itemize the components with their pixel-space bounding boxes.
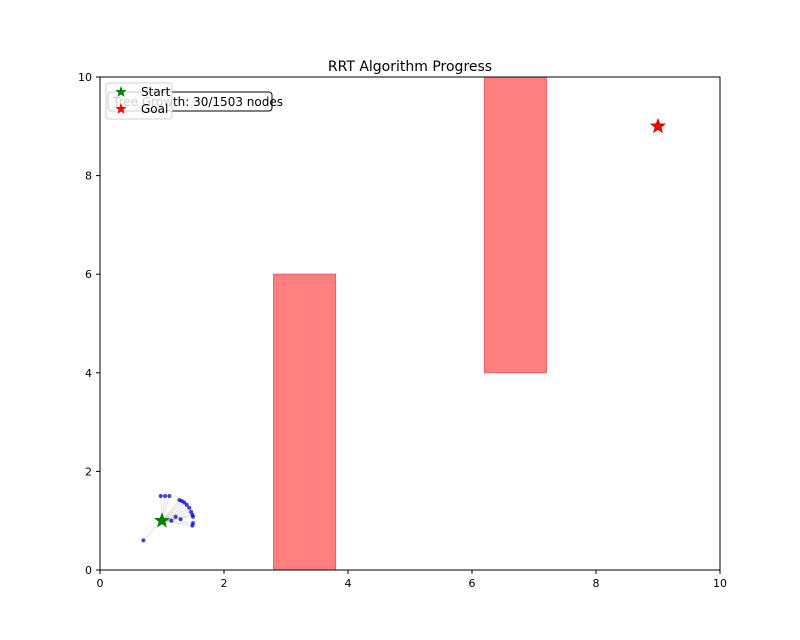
y-tick-label-0: 0: [85, 564, 92, 577]
y-tick-label-6: 6: [85, 268, 92, 281]
tree-node-15: [178, 517, 183, 522]
y-axis: 0 2 4 6 8 10: [78, 71, 100, 577]
obstacle-1: [273, 273, 337, 571]
tree-node-3: [163, 494, 168, 499]
tree-node-2: [158, 494, 163, 499]
tree-edge-6: [161, 500, 183, 521]
legend-goal-star-icon: [115, 103, 127, 114]
tree-node-7: [182, 500, 187, 505]
start-point: [153, 512, 171, 528]
tree-node-16: [173, 514, 178, 519]
x-tick-label-10: 10: [713, 577, 727, 590]
y-tick-label-8: 8: [85, 170, 92, 183]
tree-edge-14: [161, 520, 193, 526]
y-tick-label-10: 10: [78, 71, 92, 84]
plot-frame: [99, 76, 721, 571]
tree-edge-7: [161, 502, 185, 521]
tree-node-1: [141, 538, 146, 543]
chart-title: RRT Algorithm Progress: [328, 59, 492, 75]
x-tick-label-8: 8: [593, 577, 600, 590]
x-axis: 0 2 4 6 8 10: [97, 570, 727, 590]
y-tick-label-4: 4: [85, 367, 92, 380]
x-tick-label-0: 0: [97, 577, 104, 590]
goal-point: [649, 117, 667, 134]
legend-goal-label: Goal: [141, 102, 168, 116]
tree-edge-5: [161, 499, 180, 521]
x-tick-label-4: 4: [345, 577, 352, 590]
tree-node-9: [187, 505, 192, 510]
x-tick-label-2: 2: [221, 577, 228, 590]
tree-edge-13: [161, 520, 194, 524]
legend: Start Goal: [105, 82, 173, 120]
tree-node-12: [191, 514, 195, 519]
legend-start-star-icon: [115, 86, 127, 97]
tree-node-4: [167, 494, 172, 499]
y-tick-label-2: 2: [85, 465, 92, 478]
tree-node-17: [169, 518, 174, 523]
tree-node-14: [190, 523, 195, 528]
legend-start-label: Start: [141, 85, 171, 99]
obstacle-2: [483, 76, 547, 374]
tree-node-8: [184, 502, 189, 507]
x-tick-label-6: 6: [469, 577, 476, 590]
plot-area: [99, 76, 721, 571]
